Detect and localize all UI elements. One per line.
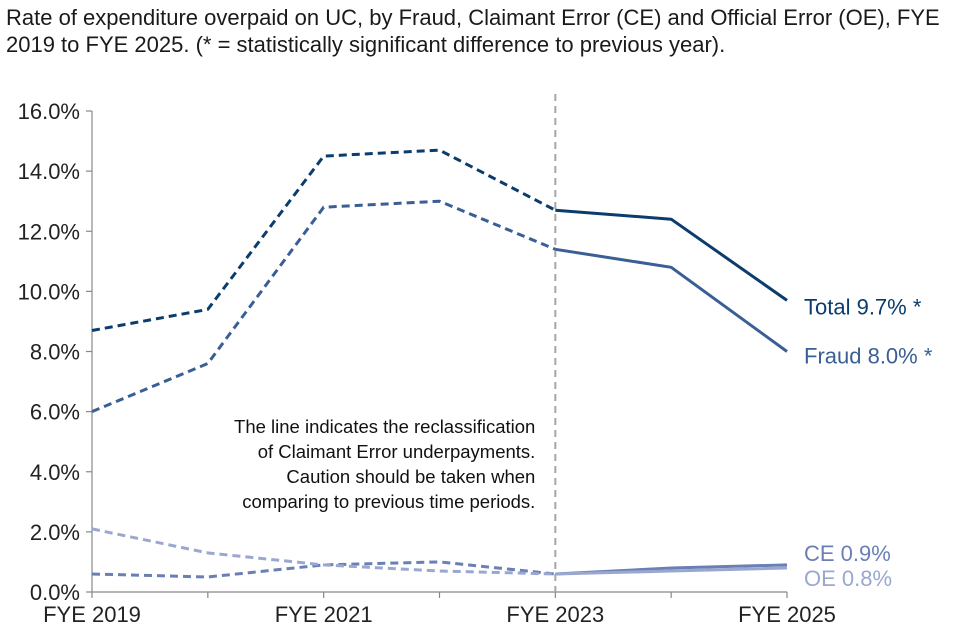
x-tick-label: FYE 2023: [506, 602, 604, 627]
y-tick-label: 14.0%: [18, 159, 80, 184]
x-tick-label: FYE 2021: [275, 602, 373, 627]
annotation-line: of Claimant Error underpayments.: [258, 441, 536, 462]
y-tick-label: 16.0%: [18, 99, 80, 124]
series-lines: [91, 148, 788, 579]
series-line-oe: [555, 566, 788, 576]
y-tick-label: 12.0%: [18, 219, 80, 244]
y-tick-label: 8.0%: [30, 340, 80, 365]
annotation-line: Caution should be taken when: [286, 466, 535, 487]
series-end-labels: Total 9.7% * Fraud 8.0% * CE 0.9%OE 0.8%: [804, 294, 933, 591]
series-label-ce: CE 0.9%: [804, 541, 891, 566]
y-tick-label: 6.0%: [30, 400, 80, 425]
series-line-fraud-dashed: [91, 199, 556, 413]
series-line-oe-dashed: [91, 527, 556, 576]
y-tick-label: 10.0%: [18, 279, 80, 304]
chart-axes: 0.0% 2.0% 4.0% 6.0% 8.0% 10.0% 12.0% 14.0% 16.0%…: [18, 99, 836, 627]
annotation-line: The line indicates the reclassification: [234, 416, 535, 437]
annotation-line: comparing to previous time periods.: [242, 491, 535, 512]
series-label-fraud: Fraud 8.0% *: [804, 344, 933, 369]
series-line-total: [555, 208, 788, 302]
x-tick-label: FYE 2019: [43, 602, 141, 627]
annotation-text: The line indicates the reclassification o…: [234, 416, 535, 512]
chart-title: Rate of expenditure overpaid on UC, by F…: [6, 5, 940, 57]
x-tick-label: FYE 2025: [738, 602, 836, 627]
series-label-total: Total 9.7% *: [804, 294, 922, 319]
series-label-oe: OE 0.8%: [804, 566, 892, 591]
y-tick-label: 4.0%: [30, 460, 80, 485]
y-tick-label: 0.0%: [30, 580, 80, 605]
series-line-total-dashed: [91, 148, 556, 332]
y-tick-label: 2.0%: [30, 520, 80, 545]
series-line-fraud: [555, 247, 788, 353]
